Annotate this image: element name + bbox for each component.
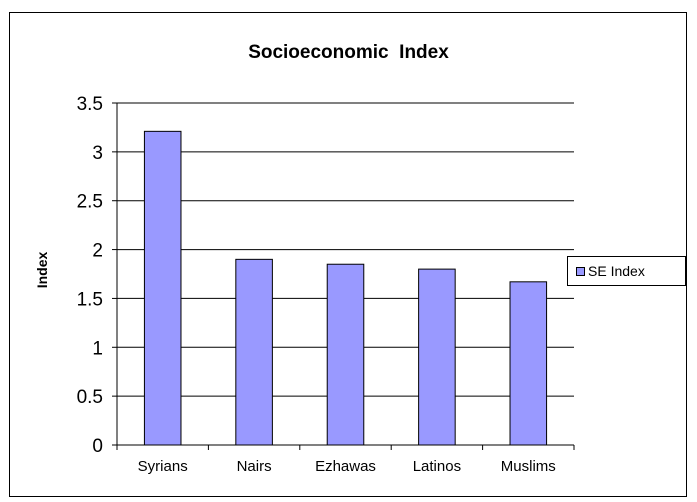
y-tick-label: 3 <box>92 143 103 164</box>
legend: SE Index <box>567 256 686 286</box>
bar <box>418 268 456 446</box>
bar <box>143 130 182 446</box>
x-category-label: Syrians <box>138 458 188 475</box>
y-tick-label: 3.5 <box>77 94 103 115</box>
x-category-label: Ezhawas <box>315 458 376 475</box>
axes <box>112 102 575 450</box>
y-tick-label: 0 <box>92 436 103 457</box>
y-tick-label: 2 <box>92 241 103 262</box>
y-tick-label: 1.5 <box>77 289 103 310</box>
y-tick-label: 1 <box>92 338 103 359</box>
bar <box>509 281 548 446</box>
y-tick-label: 2.5 <box>77 192 103 213</box>
legend-swatch <box>576 266 585 276</box>
bar <box>326 263 365 446</box>
bars <box>143 130 548 446</box>
legend-label: SE Index <box>588 263 645 279</box>
tick-labels: 0 0.5 1 1.5 2 2.5 3 3.5 Syrians Nairs Ezhawas Latin… <box>77 94 556 475</box>
bar <box>235 258 273 446</box>
x-category-label: Muslims <box>501 458 556 475</box>
x-category-label: Latinos <box>413 458 461 475</box>
chart-title: Socioeconomic Index <box>248 42 449 63</box>
y-tick-label: 0.5 <box>77 387 103 408</box>
x-category-label: Nairs <box>237 458 272 475</box>
